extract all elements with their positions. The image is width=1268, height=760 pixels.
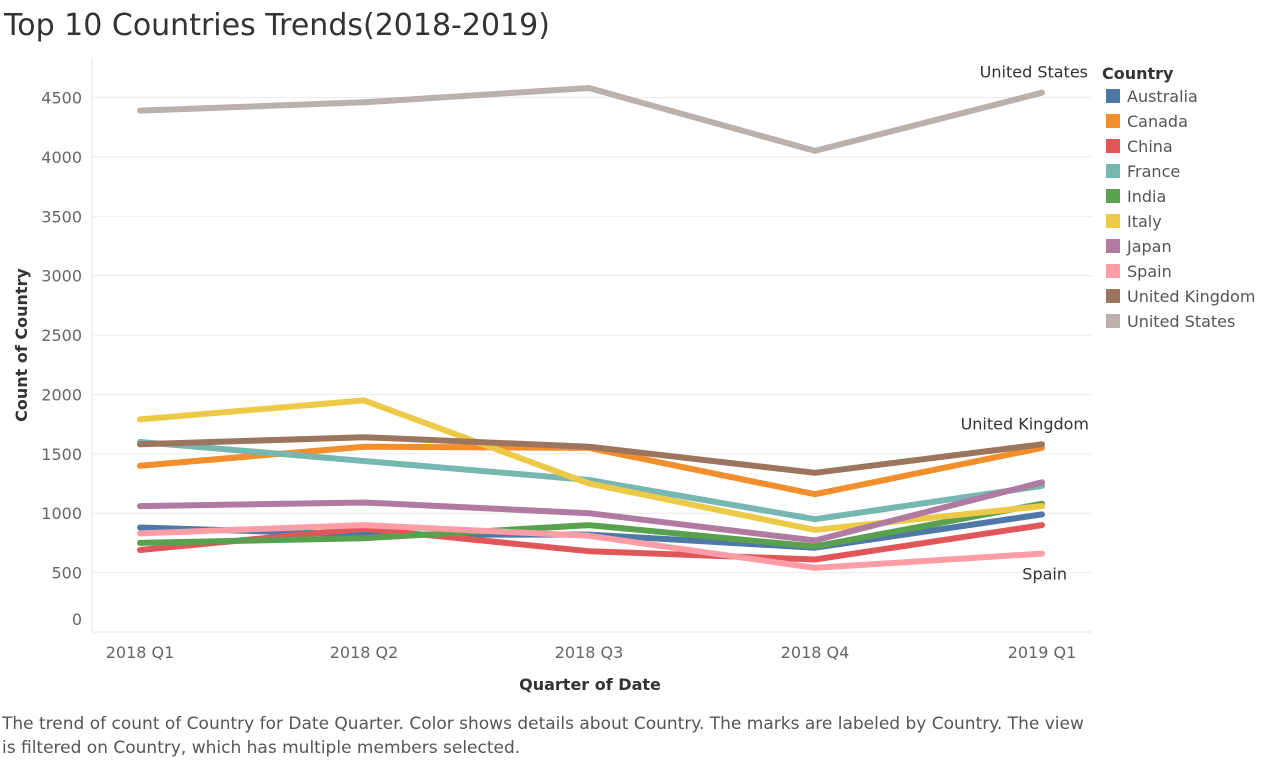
series-line-france[interactable] (137, 439, 1045, 523)
x-axis-title: Quarter of Date (519, 675, 661, 694)
x-tick-label: 2018 Q3 (555, 643, 624, 662)
series-line-united-states[interactable] (137, 85, 1045, 154)
legend-swatch[interactable] (1106, 189, 1120, 203)
legend-label[interactable]: United Kingdom (1127, 287, 1255, 306)
legend-label[interactable]: Italy (1127, 212, 1162, 231)
legend-label[interactable]: Australia (1127, 87, 1198, 106)
legend-swatch[interactable] (1106, 264, 1120, 278)
legend-swatch[interactable] (1106, 289, 1120, 303)
line-chart: 0 500 1000 1500 2000 2500 3000 3500 4000 4500 2018… (12, 58, 1255, 694)
axes: 0 500 1000 1500 2000 2500 3000 3500 4000 4500 2018… (12, 58, 1092, 694)
legend-swatch[interactable] (1106, 164, 1120, 178)
mark-labels: United States United Kingdom Spain (961, 63, 1089, 584)
legend-label[interactable]: Canada (1127, 112, 1188, 131)
series-line-united-kingdom[interactable] (137, 434, 1045, 476)
series-line-india[interactable] (137, 500, 1045, 550)
y-tick-label: 2500 (41, 326, 82, 345)
legend-swatch[interactable] (1106, 239, 1120, 253)
x-tick-label: 2018 Q1 (106, 643, 175, 662)
y-tick-label: 4500 (41, 89, 82, 108)
legend-swatch[interactable] (1106, 214, 1120, 228)
legend-label[interactable]: United States (1127, 312, 1235, 331)
x-tick-label: 2018 Q2 (330, 643, 399, 662)
chart-caption: The trend of count of Country for Date Q… (2, 714, 1084, 758)
y-tick-label: 3000 (41, 267, 82, 286)
legend-label[interactable]: China (1127, 137, 1173, 156)
x-tick-label: 2019 Q1 (1008, 643, 1077, 662)
y-tick-label: 2000 (41, 385, 82, 404)
x-tick-label: 2018 Q4 (781, 643, 850, 662)
legend-label[interactable]: France (1127, 162, 1180, 181)
mark-label: Spain (1022, 565, 1067, 584)
legend-title: Country (1102, 64, 1174, 83)
legend-swatch[interactable] (1106, 114, 1120, 128)
legend-swatch[interactable] (1106, 89, 1120, 103)
y-tick-label: 4000 (41, 148, 82, 167)
y-tick-label: 500 (51, 564, 82, 583)
series-line-china[interactable] (137, 522, 1045, 563)
y-tick-label: 1500 (41, 445, 82, 464)
series-line-japan[interactable] (137, 479, 1045, 544)
legend-label[interactable]: Japan (1126, 237, 1172, 256)
series-line-spain[interactable] (137, 522, 1045, 571)
legend-swatch[interactable] (1106, 314, 1120, 328)
legend-swatch[interactable] (1106, 139, 1120, 153)
mark-label: United States (980, 63, 1088, 82)
y-axis-title: Count of Country (12, 268, 31, 422)
legend-label[interactable]: Spain (1127, 262, 1172, 281)
series-lines[interactable] (137, 85, 1045, 571)
legend[interactable]: Country Australia Canada China France India It… (1102, 64, 1255, 331)
y-tick-label: 3500 (41, 207, 82, 226)
y-tick-label: 1000 (41, 504, 82, 523)
legend-label[interactable]: India (1127, 187, 1166, 206)
mark-label: United Kingdom (961, 414, 1089, 433)
y-tick-label: 0 (72, 610, 82, 629)
chart-title: Top 10 Countries Trends(2018-2019) (4, 8, 550, 43)
